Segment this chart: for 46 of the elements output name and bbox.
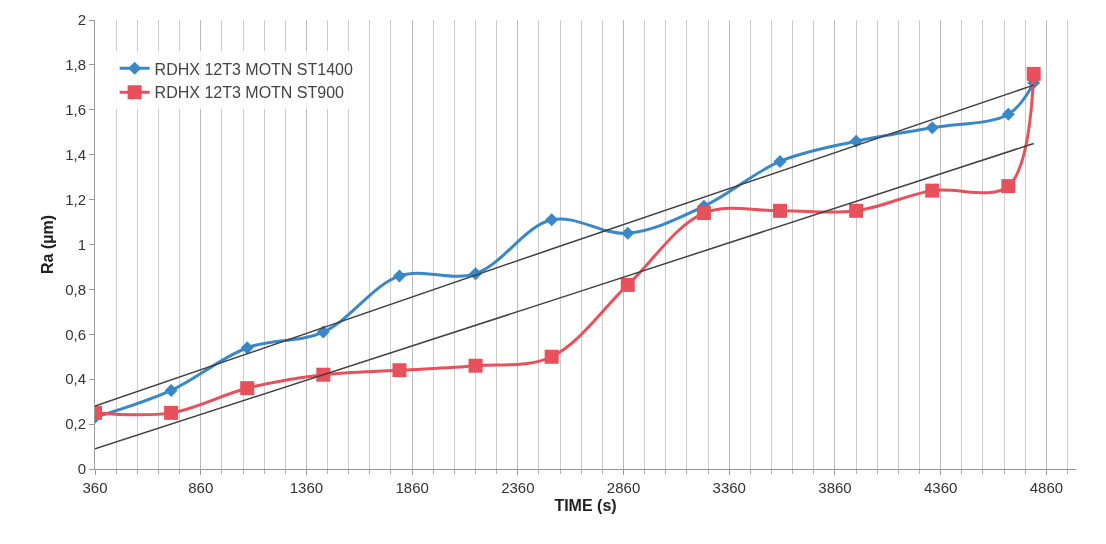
x-tick-label: 4360 [924,479,958,496]
y-tick-label: 0,4 [65,370,86,388]
point [392,269,406,283]
point [468,358,483,373]
x-tick-label: 860 [188,479,214,496]
point [240,341,254,355]
x-tick-label: 360 [82,479,108,496]
y-tick-label: 1,2 [65,190,86,208]
legend-label: RDHX 12T3 MOTN ST900 [154,84,345,102]
y-tick-label: 1,4 [65,145,86,163]
y-tick-label: 0 [77,460,86,478]
x-tick-label: 3860 [818,479,852,496]
y-tick-label: 0,2 [65,415,86,433]
point [696,206,711,221]
x-tick-label: 2360 [501,479,535,496]
point [164,405,179,420]
point [545,213,559,227]
point [1001,179,1016,194]
point [1001,107,1015,121]
x-axis-title: TIME (s) [554,496,617,514]
point [773,154,787,168]
point [849,134,863,148]
point [164,383,178,397]
point [544,349,559,364]
y-axis-title: Ra (µm) [39,215,56,274]
x-tick-label: 3360 [712,479,746,496]
y-tick-label: 1,6 [65,101,86,119]
point [240,381,255,396]
y-tick-label: 2 [77,11,86,29]
point [773,203,788,218]
point [621,226,635,240]
point [925,183,940,198]
x-tick-label: 4860 [1029,479,1064,496]
x-tick-label: 1860 [395,479,429,496]
point [620,277,635,292]
y-tick-label: 0,6 [65,325,86,343]
y-tick-label: 1 [77,235,86,253]
point [849,203,864,218]
point [1026,66,1041,81]
x-tick-label: 1360 [289,479,324,496]
y-tick-label: 0,8 [65,280,86,298]
y-tick-label: 1,8 [65,56,86,74]
legend-label: RDHX 12T3 MOTN ST1400 [154,60,353,78]
point [392,363,407,378]
point [925,121,939,135]
x-tick-label: 2860 [606,479,641,496]
